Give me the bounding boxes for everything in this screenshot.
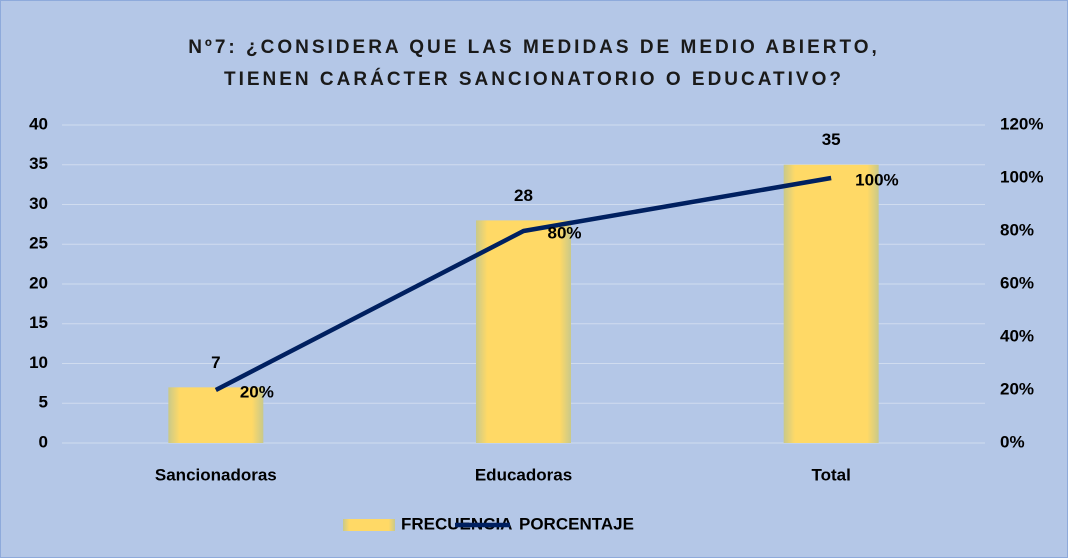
y2-tick-label: 0% [1000,432,1025,451]
bar [168,387,264,443]
y2-tick-label: 40% [1000,326,1034,345]
y-tick-label: 0 [39,432,48,451]
y2-tick-label: 120% [1000,114,1043,133]
y-tick-label: 15 [29,313,48,332]
bar [476,220,571,443]
data-label: 28 [514,186,533,205]
data-label: 80% [548,223,582,242]
chart-title: TIENEN CARÁCTER SANCIONATORIO O EDUCATIV… [224,68,844,90]
line-series [214,175,832,392]
y-tick-label: 10 [29,353,48,372]
x-tick-label: Educadoras [475,465,572,484]
chart-title: Nº7: ¿CONSIDERA QUE LAS MEDIDAS DE MEDIO… [188,37,880,58]
data-label: 100% [855,170,898,189]
y2-tick-label: 100% [1000,167,1043,186]
y-tick-label: 40 [29,114,48,133]
y2-tick-label: 20% [1000,379,1034,398]
data-label: 35 [822,130,841,149]
y-tick-label: 25 [29,234,48,253]
y-tick-label: 35 [29,154,48,173]
data-label: 20% [240,382,274,401]
x-tick-label: Sancionadoras [155,465,277,484]
legend-swatch [343,519,395,531]
y-tick-label: 5 [39,393,48,412]
y-tick-label: 30 [29,194,48,213]
y2-tick-label: 60% [1000,273,1034,292]
y2-tick-label: 80% [1000,220,1034,239]
y-tick-label: 20 [29,273,48,292]
bar [783,164,879,443]
data-label: 7 [211,353,220,372]
legend-label: PORCENTAJE [519,514,634,533]
x-tick-label: Total [811,465,850,484]
